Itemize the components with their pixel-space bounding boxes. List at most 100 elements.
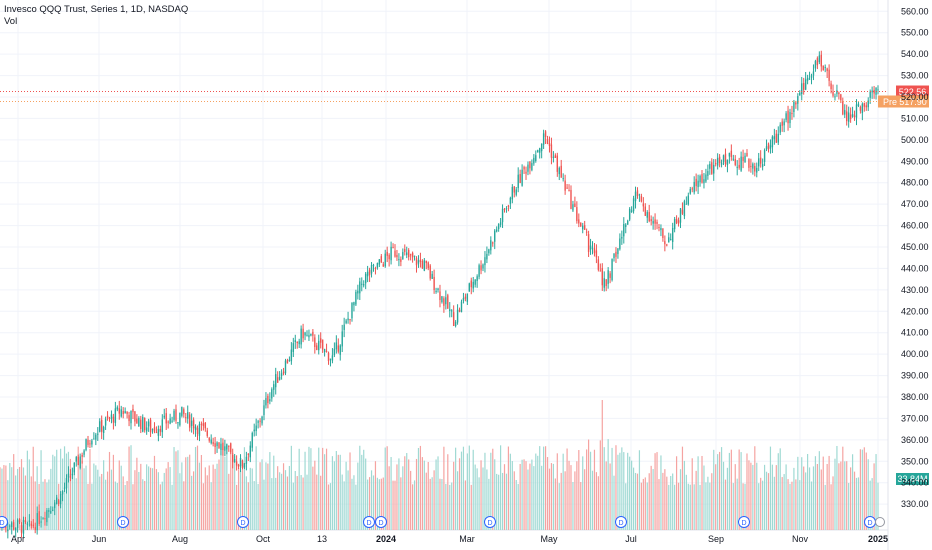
candle-body (795, 102, 797, 105)
volume-bar (586, 449, 588, 530)
volume-bar (355, 484, 357, 530)
volume-bar (568, 460, 570, 530)
volume-bar (44, 479, 46, 530)
chart-grid (0, 0, 889, 550)
candle-body (188, 414, 191, 428)
volume-bar (505, 473, 508, 530)
future-dividend-icon[interactable] (875, 517, 885, 527)
candle-body (582, 225, 584, 230)
volume-bar (496, 473, 498, 530)
volume-bar (146, 464, 148, 530)
volume-bar (781, 477, 783, 530)
candle-body (157, 428, 160, 436)
candle-body (670, 239, 672, 241)
volume-bar (808, 467, 811, 530)
volume-bar (875, 454, 877, 530)
x-tick-label: 13 (317, 534, 327, 544)
candle-body (509, 197, 512, 204)
candle-body (738, 164, 740, 168)
candle-body (153, 427, 156, 432)
candle-body (181, 406, 183, 416)
candle-body (775, 133, 778, 143)
volume-bar (748, 460, 750, 530)
candle-body (758, 158, 760, 167)
candle-body (857, 103, 860, 106)
candle-body (632, 198, 635, 212)
y-tick-label: 380.00 (901, 392, 929, 402)
candle-body (695, 178, 697, 187)
volume-bar (726, 467, 729, 530)
candle-body (110, 414, 113, 419)
volume-bar (546, 457, 549, 530)
candle-body (34, 527, 36, 530)
candle-body (767, 143, 770, 149)
dividend-letter: D (366, 520, 371, 527)
candle-body (462, 297, 465, 301)
candle-body (255, 425, 257, 432)
candle-body (523, 167, 525, 170)
dividend-d-icon[interactable] (615, 516, 627, 528)
volume-bar (779, 448, 781, 530)
volume-bar (503, 464, 506, 530)
volume-bar (787, 479, 789, 530)
volume-bar (159, 484, 161, 530)
dividend-d-icon[interactable] (0, 516, 8, 528)
candle-body (859, 106, 862, 111)
volume-bar (200, 454, 203, 530)
volume-bar (173, 447, 175, 530)
candle-body (814, 61, 817, 69)
candle-body (61, 491, 64, 495)
volume-bar (247, 482, 249, 530)
candle-body (278, 376, 281, 380)
candle-body (736, 166, 738, 168)
volume-bar (556, 453, 558, 530)
dividend-d-icon[interactable] (484, 516, 496, 528)
dividend-d-icon[interactable] (375, 516, 387, 528)
candle-body (372, 264, 375, 266)
volume-bar (687, 483, 689, 530)
candle-body (623, 224, 625, 237)
candle-body (167, 421, 169, 423)
symbol-title[interactable]: Invesco QQQ Trust, Series 1, 1D, NASDAQ (4, 4, 189, 15)
price-axis[interactable]: 330.00 340.00 350.00 360.00 370.00 380.00 390.… (901, 6, 929, 509)
volume-bar (32, 446, 34, 530)
volume-indicator-label[interactable]: Vol (4, 16, 18, 27)
dividend-d-icon[interactable] (117, 516, 129, 528)
volume-bar (834, 458, 836, 530)
candle-body (728, 152, 731, 157)
candle-body (155, 432, 158, 434)
volume-bar (392, 480, 394, 530)
volume-bar (400, 477, 402, 530)
candle-body (345, 320, 347, 324)
volume-bar (607, 439, 609, 530)
dividend-d-icon[interactable] (738, 516, 750, 528)
candle-body (540, 143, 543, 152)
volume-bar (799, 480, 801, 530)
dividend-d-icon[interactable] (237, 516, 249, 528)
volume-bar (517, 484, 519, 530)
candle-body (711, 162, 713, 174)
candle-body (871, 90, 873, 93)
volume-bar (341, 474, 343, 530)
candle-body (77, 456, 79, 466)
candle-body (374, 267, 377, 269)
candle-body (388, 254, 390, 260)
y-tick-label: 490.00 (901, 156, 929, 166)
last-price-label: 522.56 (899, 87, 927, 97)
volume-bar (413, 480, 416, 530)
volume-bar (273, 455, 275, 530)
volume-bar (345, 461, 347, 530)
dividend-d-icon[interactable] (363, 516, 375, 528)
volume-bar (314, 460, 316, 530)
volume-bar (664, 469, 666, 530)
time-axis[interactable]: Apr Jun Aug Oct 13 2024 Mar May Jul Sep Nov 2025 (11, 534, 888, 544)
candle-body (546, 138, 549, 144)
volume-bar (855, 477, 858, 530)
volume-bar (648, 473, 650, 530)
y-tick-label: 460.00 (901, 221, 929, 231)
candle-body (863, 103, 866, 107)
volume-bar (550, 463, 553, 530)
volume-bar (654, 453, 656, 530)
candle-body (652, 221, 654, 224)
